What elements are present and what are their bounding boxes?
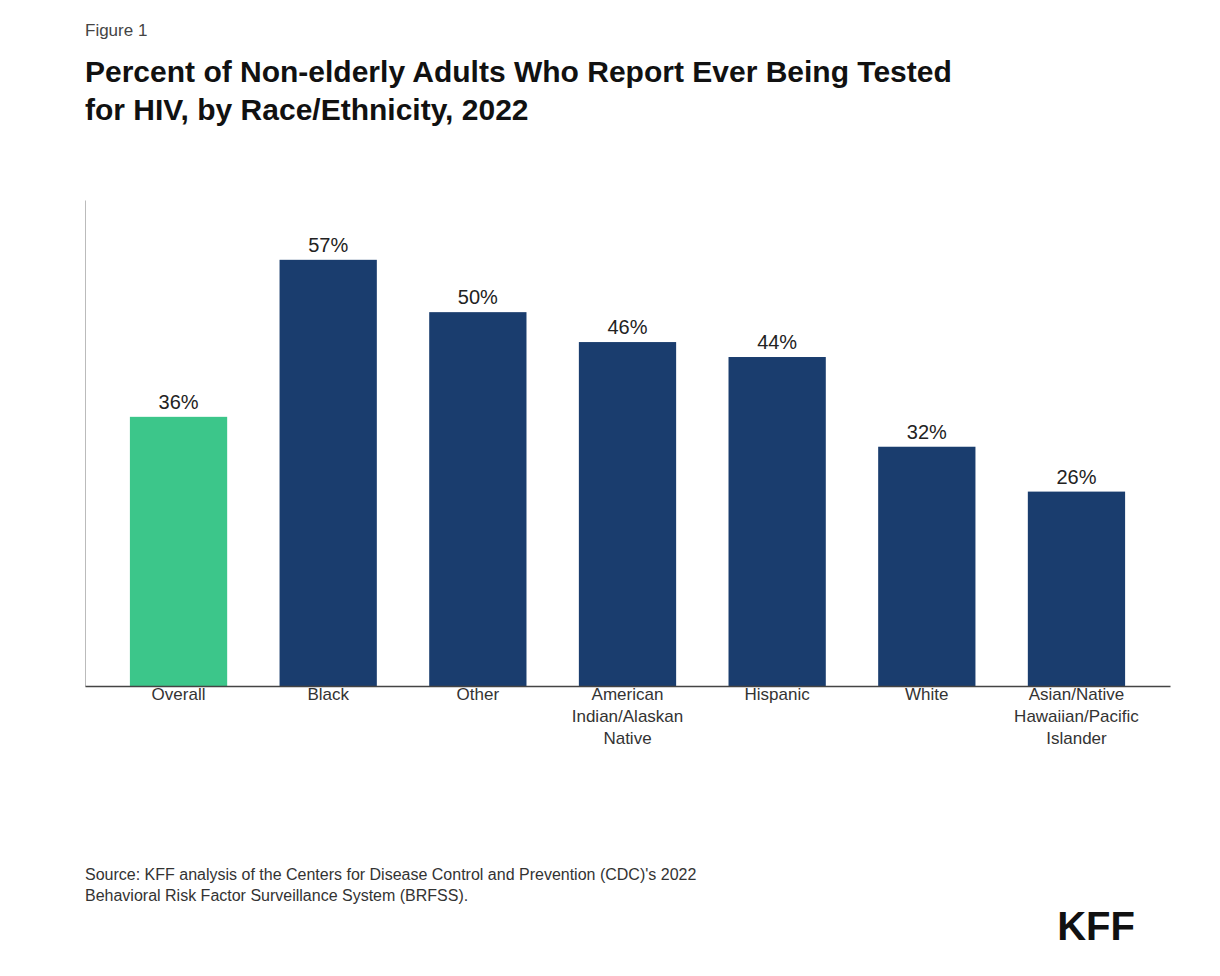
text-line: Hispanic (745, 685, 811, 704)
x-tick: White (905, 685, 948, 704)
bar (429, 312, 526, 686)
bar (280, 260, 377, 686)
bar (579, 342, 676, 686)
x-tick: American Indian/Alaskan Native (572, 685, 684, 748)
plot: 36% 57% 50% 46% 44% 32% 26% Overall Black Other Am… (86, 201, 1171, 749)
text-line: Behavioral Risk Factor Surveillance Syst… (85, 887, 468, 904)
figure-label: Figure 1 (85, 21, 147, 40)
x-tick: Asian/Native Hawaiian/Pacific Islander (1014, 685, 1139, 748)
text-line: Asian/Native (1029, 685, 1124, 704)
text-line: White (905, 685, 948, 704)
x-tick: Black (307, 685, 349, 704)
data-label: 44% (757, 331, 797, 353)
x-tick: Hispanic (745, 685, 811, 704)
logo-text: KFF (1057, 904, 1135, 948)
data-label: 26% (1056, 466, 1096, 488)
text-line: Indian/Alaskan (572, 707, 684, 726)
x-tick-label: Overall (152, 685, 206, 704)
text-line: Overall (152, 685, 206, 704)
x-axis: Overall Black Other American Indian/Alaskan N… (86, 685, 1171, 748)
text-line: Figure 1 (85, 21, 147, 40)
data-label: 46% (607, 316, 647, 338)
bar (878, 447, 975, 686)
x-tick-label: Other (457, 685, 500, 704)
text-line: Black (307, 685, 349, 704)
text-line: Percent of Non-elderly Adults Who Report… (85, 55, 952, 88)
source: Source: KFF analysis of the Centers for … (85, 866, 696, 904)
text-line: American (592, 685, 664, 704)
bars (130, 260, 1125, 686)
title: Percent of Non-elderly Adults Who Report… (85, 55, 952, 126)
chart: Figure 1 Percent of Non-elderly Adults Wh… (0, 0, 1220, 976)
x-tick-label: White (905, 685, 948, 704)
data-label: 36% (159, 391, 199, 413)
y-axis-line (85, 201, 86, 687)
x-tick: Other (457, 685, 500, 704)
text-line: Hawaiian/Pacific (1014, 707, 1139, 726)
x-tick-label: American Indian/Alaskan Native (572, 685, 684, 748)
data-label: 50% (458, 286, 498, 308)
text-line: Islander (1046, 729, 1107, 748)
y-axis (85, 201, 86, 687)
bar (130, 417, 227, 686)
data-label: 57% (308, 234, 348, 256)
data-label: 32% (907, 421, 947, 443)
data-labels: 36% 57% 50% 46% 44% 32% 26% (159, 234, 1097, 488)
x-tick-label: Black (307, 685, 349, 704)
x-tick: Overall (152, 685, 206, 704)
x-tick-label: Hispanic (745, 685, 811, 704)
text-line: for HIV, by Race/Ethnicity, 2022 (85, 93, 529, 126)
bar (1028, 492, 1125, 686)
x-tick-label: Asian/Native Hawaiian/Pacific Islander (1014, 685, 1139, 748)
text-line: Other (457, 685, 500, 704)
bar (729, 357, 826, 686)
text-line: Source: KFF analysis of the Centers for … (85, 866, 696, 883)
text-line: Native (603, 729, 651, 748)
